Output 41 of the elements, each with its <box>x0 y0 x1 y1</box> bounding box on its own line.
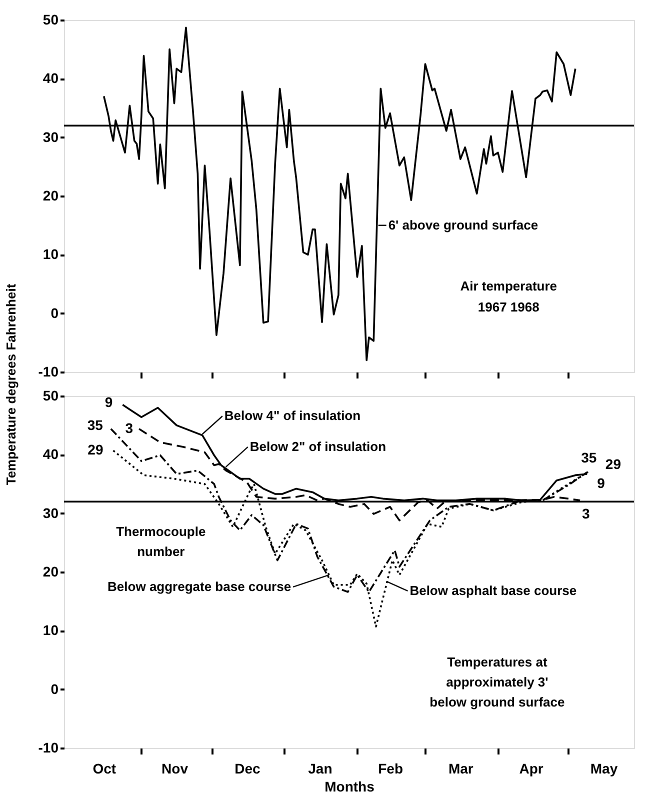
text: 35 <box>581 449 597 466</box>
x-tick-label: Nov <box>162 760 188 776</box>
annotation: Thermocouple number <box>116 524 206 560</box>
annotation: Below 2" of insulation <box>250 438 386 454</box>
series-label: 35 <box>87 416 104 433</box>
x-tick-label: Mar <box>448 760 474 776</box>
annotation: Below asphalt base course <box>410 582 577 598</box>
x-tick-label: Jan <box>308 760 332 776</box>
y-tick-label: -10 <box>38 364 59 380</box>
y-tick-label: 50 <box>42 388 59 404</box>
y-tick-label: -10 <box>38 740 59 756</box>
annotation: 1967 1968 <box>478 300 540 315</box>
y-tick-label: 40 <box>42 446 59 462</box>
text: 9 <box>104 394 113 410</box>
annotation: 6' above ground surface <box>388 217 538 232</box>
x-tick-label: Dec <box>234 760 261 776</box>
x-tick-label: Apr <box>519 760 544 776</box>
annotation: Below 4" of insulation <box>224 408 361 424</box>
x-tick-label: Feb <box>378 760 403 776</box>
y-tick-label: 0 <box>50 680 59 697</box>
y-tick-label: 30 <box>42 504 59 521</box>
y-axis-title: Temperature degrees Fahrenheit <box>4 283 18 486</box>
y-tick-label: 20 <box>42 188 59 204</box>
text: 3 <box>125 420 134 436</box>
y-tick-label: 40 <box>42 70 59 86</box>
annotation: Below aggregate base course <box>108 578 292 594</box>
y-tick-label: 10 <box>42 622 59 638</box>
y-tick-label: 30 <box>42 128 59 145</box>
y-tick-label: 50 <box>42 12 59 28</box>
annotation: Air temperature <box>460 278 558 294</box>
series-label: 29 <box>88 442 104 458</box>
series-label: 9 <box>597 475 606 492</box>
annotation: Temperatures at approximately 3' below ground surface <box>430 654 565 710</box>
y-tick-label: 10 <box>42 246 59 262</box>
text: 29 <box>605 456 622 472</box>
x-tick-label: Oct <box>92 760 116 776</box>
y-tick-label: 20 <box>42 564 59 580</box>
series-label: 3 <box>582 505 590 522</box>
x-tick-label: May <box>590 760 618 776</box>
x-axis-title: Months <box>324 778 375 794</box>
y-tick-label: 0 <box>50 304 59 321</box>
